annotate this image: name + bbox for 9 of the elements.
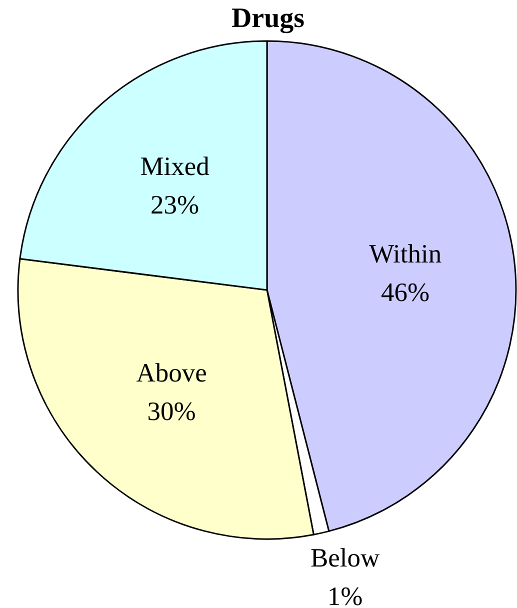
- chart-title: Drugs: [231, 3, 305, 34]
- data-label: 46%: [381, 276, 430, 307]
- data-label: 1%: [327, 580, 363, 608]
- data-label: 30%: [147, 396, 196, 426]
- data-label: 23%: [150, 190, 200, 220]
- slice-label: Mixed: [140, 151, 210, 182]
- slice-label: Within: [369, 238, 442, 268]
- slice-label: Below: [310, 542, 381, 572]
- slice-label: Above: [136, 357, 207, 388]
